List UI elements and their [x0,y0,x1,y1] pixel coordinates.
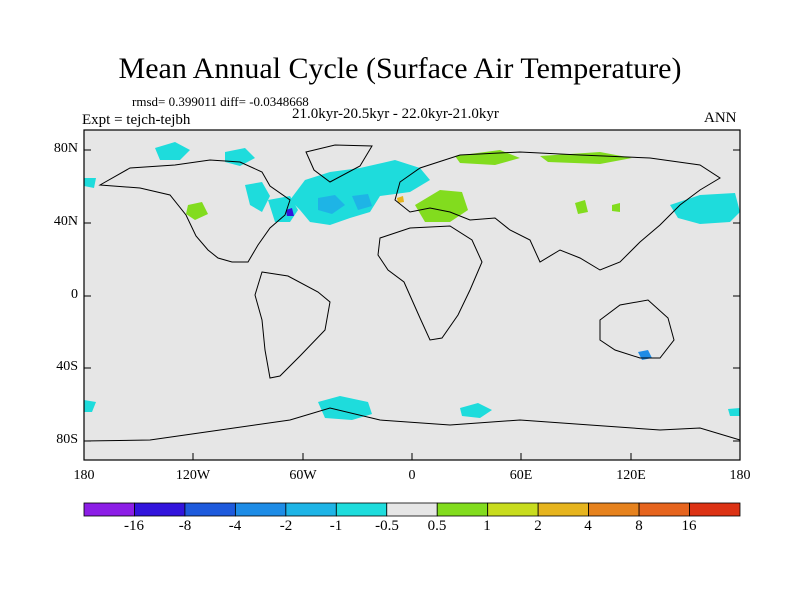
anomaly-patch [84,178,96,188]
experiment-text: Expt = tejch-tejbh [82,112,191,128]
anomaly-patch [155,142,190,160]
anomaly-patch [352,194,372,210]
anomaly-patches [84,142,740,420]
colorbar-box [83,502,135,517]
lat-label: 80N [53,141,78,156]
lon-label: 180 [73,468,95,483]
coastline-africa [377,225,483,341]
colorbar-box [638,502,690,517]
anomaly-patch [455,150,520,165]
lon-label: 0 [408,468,416,483]
anomaly-patch [318,195,345,214]
colorbar-box [386,502,438,517]
anomaly-patch [186,202,208,220]
lon-label: 120E [616,468,646,483]
colorbar-label: -0.5 [375,518,399,534]
colorbar-box [487,502,539,517]
plot-title: Mean Annual Cycle (Surface Air Temperatu… [118,52,682,85]
lon-label: 120W [175,468,211,483]
coastline-australia [599,299,675,359]
coastline-north-america [98,159,291,263]
lat-label: 0 [71,287,78,302]
anomaly-patch [318,396,372,420]
colorbar-label: -1 [329,518,343,534]
lat-label: 40N [53,214,78,229]
colorbar-box [184,502,236,517]
anomaly-patch [540,152,632,164]
map-ticks [83,149,741,460]
anomaly-patch [460,403,492,418]
anomaly-patch [397,196,404,203]
colorbar-box [285,502,337,517]
period-text: 21.0kyr-20.5kyr - 22.0kyr-21.0kyr [292,106,499,122]
colorbar-box [689,502,741,517]
anomaly-patch [612,203,620,212]
colorbar-label: 16 [681,518,697,534]
anomaly-patch [286,208,294,216]
colorbar-label: -4 [228,518,242,534]
colorbar-box [436,502,489,517]
anomaly-patch [84,400,96,412]
colorbar-label: -16 [124,518,144,534]
lon-label: 60E [509,468,533,483]
colorbar-label: 8 [635,518,643,534]
coastline-antarctica [83,407,741,442]
lon-label: 60W [289,468,317,483]
colorbar-label: -8 [178,518,192,534]
colorbar-label: 1 [483,518,491,534]
colorbar [83,502,741,517]
lon-label: 180 [729,468,751,483]
colorbar-box [588,502,640,517]
season-label: ANN [704,110,737,126]
colorbar-box [335,502,388,517]
coastlines [83,144,741,442]
colorbar-box [134,502,186,517]
colorbar-box [537,502,590,517]
colorbar-label: 0.5 [427,518,447,534]
anomaly-patch [245,182,270,212]
anomaly-patch [728,408,740,416]
lat-label: 80S [56,432,78,447]
coastline-eurasia [394,151,721,271]
coastline-greenland [305,144,373,183]
anomaly-patch [575,200,588,214]
stats-text: rmsd= 0.399011 diff= -0.0348668 [132,94,309,109]
anomaly-patch [670,193,740,224]
colorbar-label: 4 [584,518,592,534]
colorbar-box [234,502,287,517]
colorbar-label: 2 [534,518,542,534]
coastline-south-america [254,271,331,379]
lat-label: 40S [56,359,78,374]
colorbar-label: -2 [279,518,293,534]
